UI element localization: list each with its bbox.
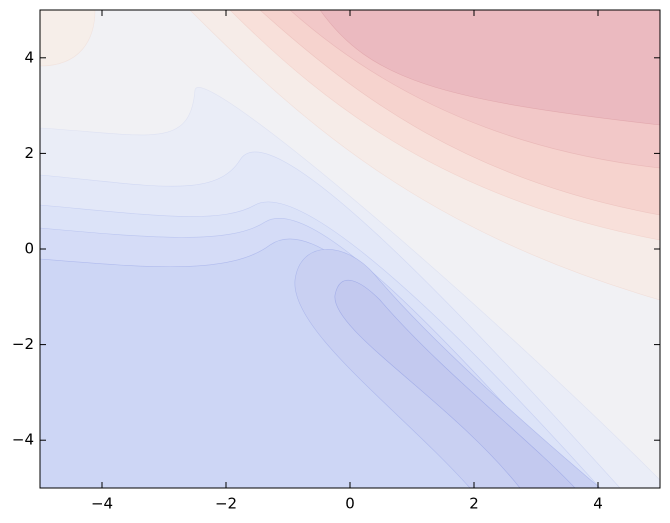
x-tick-label: 2 bbox=[469, 495, 479, 513]
contour-band bbox=[334, 279, 576, 488]
x-tick-label: 0 bbox=[345, 495, 355, 513]
contour-fill bbox=[40, 10, 660, 488]
y-tick-label: 0 bbox=[24, 240, 34, 258]
x-tick-label: −4 bbox=[91, 495, 113, 513]
x-tick-label: −2 bbox=[215, 495, 237, 513]
contour-band bbox=[319, 10, 660, 126]
y-tick-label: 2 bbox=[24, 144, 34, 162]
x-tick-label: 4 bbox=[593, 495, 603, 513]
y-tick-label: −2 bbox=[12, 335, 34, 353]
y-tick-label: −4 bbox=[12, 431, 34, 449]
y-tick-label: 4 bbox=[24, 48, 34, 66]
